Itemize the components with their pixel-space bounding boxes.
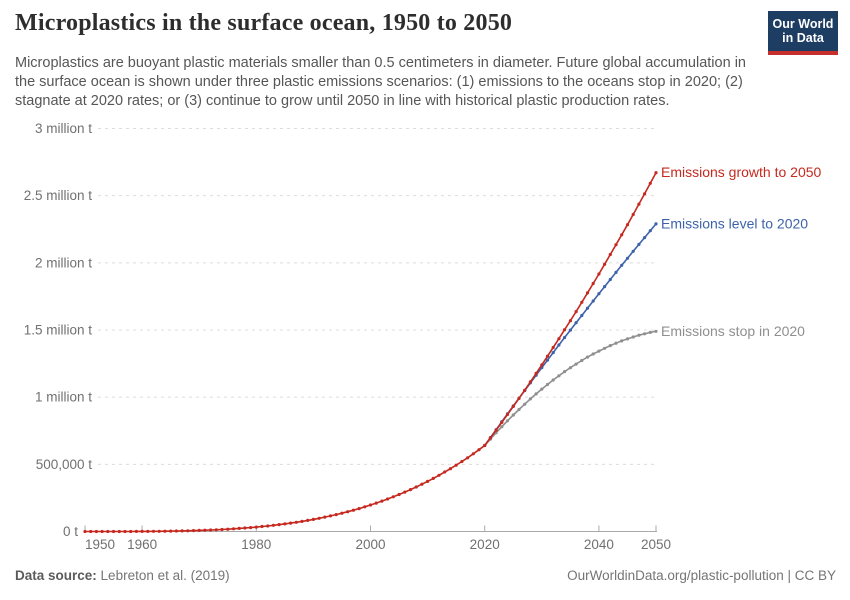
y-axis-label: 2.5 million t <box>24 188 93 203</box>
series-label-stop[interactable]: Emissions stop in 2020 <box>661 323 805 339</box>
x-tick-label: 1960 <box>127 537 157 552</box>
owid-logo-line2: in Data <box>782 31 824 46</box>
y-axis-label: 1.5 million t <box>24 323 93 338</box>
chart-footer: Data source: Lebreton et al. (2019) OurW… <box>15 568 836 583</box>
data-source-label: Data source: <box>15 568 97 583</box>
series-line-level[interactable] <box>484 223 657 446</box>
y-axis-label: 0 t <box>63 524 78 539</box>
x-tick-label: 2050 <box>641 537 671 552</box>
series-dots-stop <box>483 329 658 448</box>
series-label-level[interactable]: Emissions level to 2020 <box>661 215 808 231</box>
series-line-growth[interactable] <box>85 172 657 533</box>
x-tick-label: 1950 <box>85 537 115 552</box>
series-line-stop[interactable] <box>484 330 657 447</box>
owid-logo-line1: Our World <box>772 17 834 31</box>
owid-logo[interactable]: Our World in Data <box>768 11 838 55</box>
series-label-growth[interactable]: Emissions growth to 2050 <box>661 164 822 180</box>
x-tick-label: 2020 <box>470 537 500 552</box>
page-title: Microplastics in the surface ocean, 1950… <box>15 10 513 36</box>
x-tick-label: 2040 <box>584 537 614 552</box>
y-axis-label: 500,000 t <box>36 457 93 472</box>
x-tick-label: 1980 <box>241 537 271 552</box>
data-source-value: Lebreton et al. (2019) <box>100 568 230 583</box>
y-axis-label: 1 million t <box>35 390 92 405</box>
y-axis-label: 3 million t <box>35 121 92 136</box>
series-dots-growth <box>83 171 658 534</box>
x-tick-label: 2000 <box>355 537 385 552</box>
citation-link[interactable]: OurWorldinData.org/plastic-pollution | C… <box>567 568 836 583</box>
chart-subtitle: Microplastics are buoyant plastic materi… <box>15 55 746 110</box>
y-axis-label: 2 million t <box>35 255 92 270</box>
data-source: Data source: Lebreton et al. (2019) <box>15 568 230 583</box>
